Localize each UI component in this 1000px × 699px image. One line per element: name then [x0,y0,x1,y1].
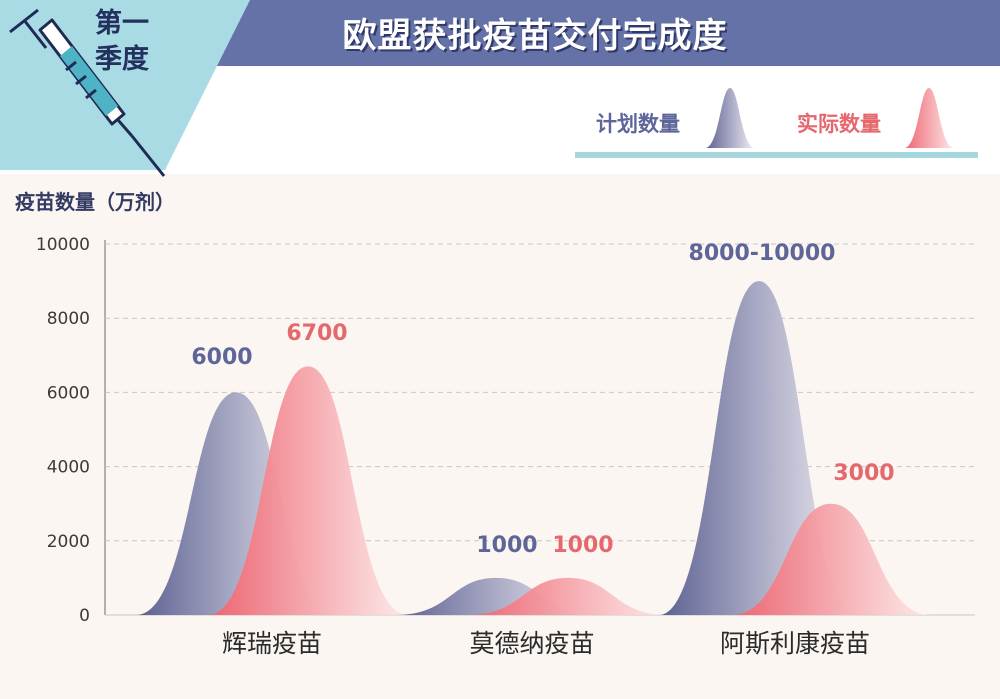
legend-actual-swatch [904,88,954,148]
x-category-label: 阿斯利康疫苗 [720,629,870,658]
data-label-plan: 6000 [191,345,252,370]
y-tick-label: 0 [79,606,90,626]
legend-plan-label: 计划数量 [596,112,680,136]
y-tick-label: 6000 [47,383,90,403]
data-label-actual: 3000 [833,461,894,486]
y-tick-label: 4000 [47,458,90,478]
x-category-label: 辉瑞疫苗 [222,629,322,658]
area-actual-1 [468,577,668,615]
syringe-icon [9,8,166,177]
data-label-actual: 1000 [552,533,613,558]
area-actual-0 [208,366,408,615]
page-title: 欧盟获批疫苗交付完成度 [342,16,728,56]
legend-actual-label: 实际数量 [797,112,881,136]
legend-divider [575,152,978,158]
quarter-line2: 季度 [95,44,149,75]
area-actual-2 [731,503,931,615]
legend-plan-swatch [705,88,755,148]
data-label-actual: 6700 [286,321,347,346]
y-axis-title: 疫苗数量（万剂） [15,190,175,214]
quarter-line1: 第一 [95,8,149,39]
data-label-plan: 1000 [476,533,537,558]
quarter-label: 第一 季度 [72,6,172,78]
data-label-plan: 8000-10000 [689,241,836,266]
y-tick-label: 8000 [47,309,90,329]
x-category-label: 莫德纳疫苗 [469,629,594,658]
y-tick-label: 10000 [36,235,90,255]
y-tick-label: 2000 [47,532,90,552]
